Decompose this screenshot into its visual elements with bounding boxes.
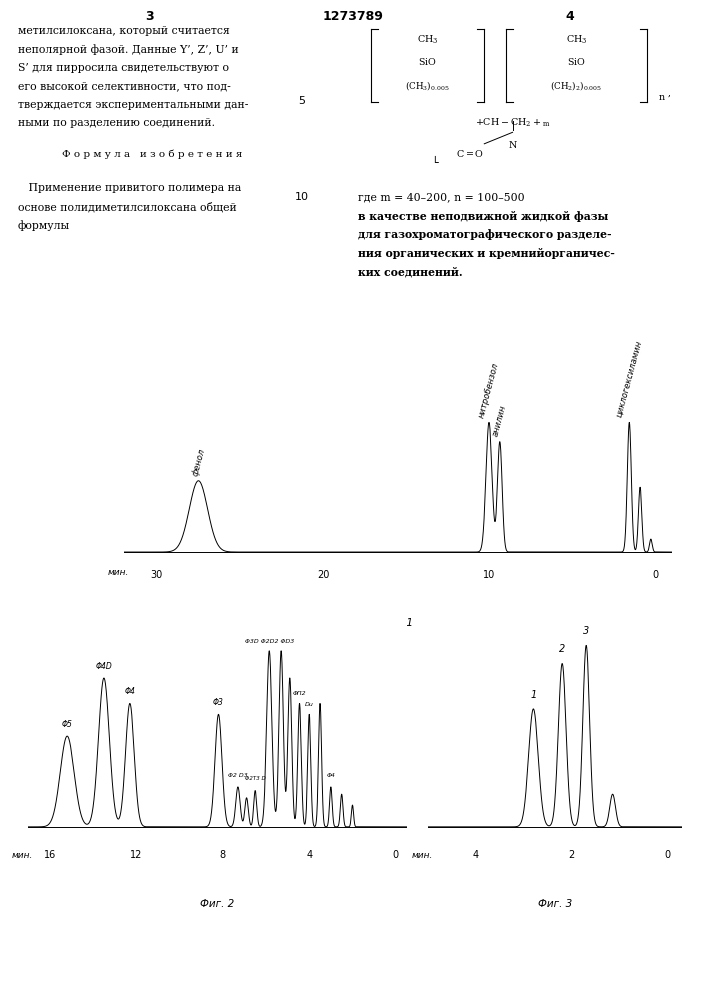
Text: $\mathregular{n}$: $\mathregular{n}$	[658, 93, 665, 102]
Text: анилин: анилин	[491, 404, 508, 438]
Text: ,: ,	[668, 89, 671, 98]
Text: Φ4: Φ4	[327, 773, 335, 778]
Text: 2: 2	[559, 644, 566, 654]
Text: Применение привитого полимера на: Применение привитого полимера на	[18, 183, 241, 193]
Text: Фиг. 2: Фиг. 2	[200, 899, 235, 909]
Text: Φ2Τ3 D: Φ2Τ3 D	[245, 776, 266, 781]
Text: его высокой селективности, что под-: его высокой селективности, что под-	[18, 82, 230, 92]
Text: ными по разделению соединений.: ными по разделению соединений.	[18, 118, 215, 128]
Text: $\mathregular{SiO}$: $\mathregular{SiO}$	[567, 56, 585, 67]
Text: мин.: мин.	[411, 851, 433, 860]
Text: мин.: мин.	[11, 851, 33, 860]
Text: $\mathregular{+CH-CH_2+_m}$: $\mathregular{+CH-CH_2+_m}$	[475, 116, 550, 129]
Text: в качестве неподвижной жидкой фазы: в качестве неподвижной жидкой фазы	[358, 211, 609, 222]
Text: Φ3D Φ2D2 ΦD3: Φ3D Φ2D2 ΦD3	[245, 639, 294, 644]
Text: $\mathregular{(CH_2)_2)_{0.005}}$: $\mathregular{(CH_2)_2)_{0.005}}$	[550, 79, 602, 92]
Text: Ф о р м у л а   и з о б р е т е н и я: Ф о р м у л а и з о б р е т е н и я	[62, 150, 243, 159]
Text: ΦП2: ΦП2	[293, 691, 306, 696]
Text: 3: 3	[146, 10, 154, 23]
Text: Du: Du	[305, 702, 314, 707]
Text: └: └	[431, 158, 438, 168]
Text: $\mathregular{C=O}$: $\mathregular{C=O}$	[456, 148, 484, 159]
Text: 10: 10	[295, 192, 309, 202]
Text: формулы: формулы	[18, 220, 70, 231]
Text: 5: 5	[298, 96, 305, 106]
Text: Фиг 1: Фиг 1	[382, 617, 413, 628]
Text: неполярной фазой. Данные Y’, Z’, U’ и: неполярной фазой. Данные Y’, Z’, U’ и	[18, 44, 239, 55]
Text: фенол: фенол	[190, 447, 206, 477]
Text: $\mathregular{CH_3}$: $\mathregular{CH_3}$	[566, 33, 587, 46]
Text: ния органических и кремнийорганичес-: ния органических и кремнийорганичес-	[358, 248, 615, 259]
Text: где m = 40–200, n = 100–500: где m = 40–200, n = 100–500	[358, 192, 525, 202]
Text: Φ4: Φ4	[124, 687, 135, 696]
Text: мин.: мин.	[107, 568, 129, 577]
Text: 1: 1	[530, 690, 537, 700]
Text: циклогексиламин: циклогексиламин	[614, 340, 644, 419]
Text: нитробензол: нитробензол	[477, 361, 501, 419]
Text: Φ2 D3: Φ2 D3	[228, 773, 248, 778]
Text: Φ3: Φ3	[213, 698, 224, 707]
Text: основе полидиметилсилоксана общей: основе полидиметилсилоксана общей	[18, 202, 237, 212]
Text: тверждается экспериментальными дан-: тверждается экспериментальными дан-	[18, 100, 248, 110]
Text: Φ5: Φ5	[62, 720, 73, 729]
Text: S’ для пирросила свидетельствуют о: S’ для пирросила свидетельствуют о	[18, 63, 229, 73]
Text: ких соединений.: ких соединений.	[358, 266, 462, 277]
Text: 1273789: 1273789	[322, 10, 383, 23]
Text: для газохроматографического разделе-: для газохроматографического разделе-	[358, 230, 612, 240]
Text: $\mathregular{N}$: $\mathregular{N}$	[508, 139, 518, 150]
Text: 3: 3	[583, 626, 590, 636]
Text: $\mathregular{SiO}$: $\mathregular{SiO}$	[419, 56, 437, 67]
Text: метилсилоксана, который считается: метилсилоксана, который считается	[18, 26, 230, 36]
Text: Φ4D: Φ4D	[95, 662, 112, 671]
Text: 4: 4	[566, 10, 574, 23]
Text: Фиг. 3: Фиг. 3	[538, 899, 572, 909]
Text: $\mathregular{(CH_3)_{0.005}}$: $\mathregular{(CH_3)_{0.005}}$	[405, 79, 450, 92]
Text: $\mathregular{CH_3}$: $\mathregular{CH_3}$	[417, 33, 438, 46]
